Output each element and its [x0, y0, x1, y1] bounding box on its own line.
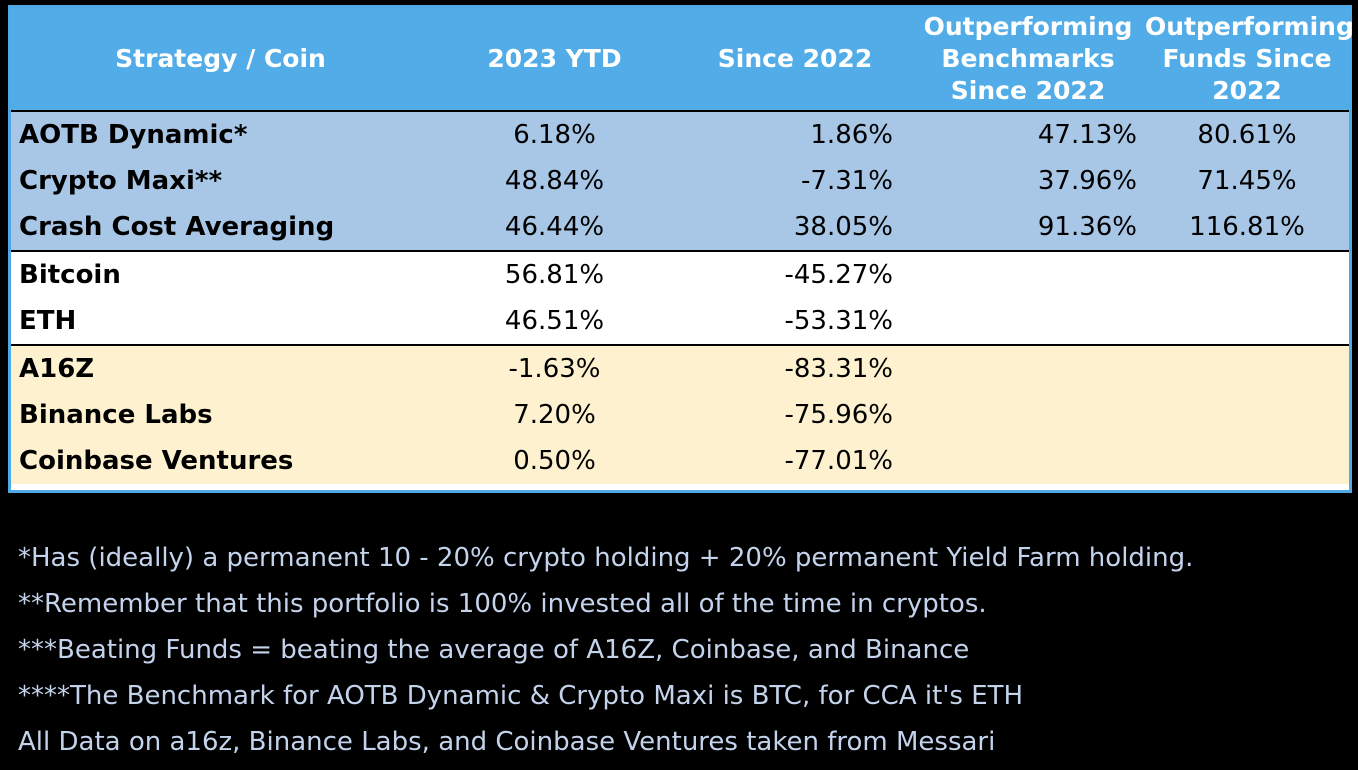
cell-empty	[911, 345, 1145, 392]
header-funds-line: 2022	[1212, 76, 1282, 105]
footnote: ****The Benchmark for AOTB Dynamic & Cry…	[18, 681, 1024, 711]
header-since-2022: Since 2022	[679, 8, 911, 112]
row-name: ETH	[11, 298, 430, 346]
table-row-eth: ETH 46.51% -53.31%	[11, 298, 1349, 346]
cell-ytd: 46.51%	[430, 298, 679, 346]
cell-empty	[1145, 438, 1349, 484]
header-bench-line: Benchmarks	[941, 44, 1115, 73]
cell-ytd: 48.84%	[430, 158, 679, 204]
table-row-bitcoin: Bitcoin 56.81% -45.27%	[11, 251, 1349, 298]
table-row-crypto-maxi: Crypto Maxi** 48.84% -7.31% 37.96% 71.45…	[11, 158, 1349, 204]
cell-ytd: -1.63%	[430, 345, 679, 392]
row-name: Crypto Maxi**	[11, 158, 430, 204]
cell-outperforming-benchmarks: 47.13%	[911, 111, 1145, 158]
cell-since-2022: -7.31%	[679, 158, 911, 204]
header-ytd: 2023 YTD	[430, 8, 679, 112]
cell-empty	[911, 392, 1145, 438]
cell-outperforming-benchmarks: 91.36%	[911, 204, 1145, 252]
header-outperforming-funds: Outperforming Funds Since 2022	[1145, 8, 1354, 112]
cell-outperforming-funds: 80.61%	[1145, 111, 1349, 158]
cell-outperforming-benchmarks: 37.96%	[911, 158, 1145, 204]
table-header-row: Strategy / Coin 2023 YTD Since 2022 Outp…	[11, 8, 1354, 112]
cell-outperforming-funds: 71.45%	[1145, 158, 1349, 204]
performance-table-container: Strategy / Coin 2023 YTD Since 2022 Outp…	[8, 5, 1354, 493]
cell-empty	[1145, 392, 1349, 438]
footnotes: *Has (ideally) a permanent 10 - 20% cryp…	[18, 535, 1193, 765]
cell-since-2022: -83.31%	[679, 345, 911, 392]
cell-ytd: 7.20%	[430, 392, 679, 438]
row-name: Crash Cost Averaging	[11, 204, 430, 252]
table-row-binance-labs: Binance Labs 7.20% -75.96%	[11, 392, 1349, 438]
cell-outperforming-funds: 116.81%	[1145, 204, 1349, 252]
table-row-a16z: A16Z -1.63% -83.31%	[11, 345, 1349, 392]
cell-since-2022: -53.31%	[679, 298, 911, 346]
row-name: A16Z	[11, 345, 430, 392]
cell-empty	[911, 251, 1145, 298]
header-bench-line: Outperforming	[923, 12, 1133, 41]
cell-since-2022: -75.96%	[679, 392, 911, 438]
cell-ytd: 6.18%	[430, 111, 679, 158]
cell-since-2022: 1.86%	[679, 111, 911, 158]
cell-since-2022: -77.01%	[679, 438, 911, 484]
cell-ytd: 46.44%	[430, 204, 679, 252]
footnote: **Remember that this portfolio is 100% i…	[18, 589, 987, 619]
header-strategy: Strategy / Coin	[11, 8, 430, 112]
cell-empty	[911, 438, 1145, 484]
cell-empty	[1145, 345, 1349, 392]
footnote: *Has (ideally) a permanent 10 - 20% cryp…	[18, 543, 1194, 573]
cell-empty	[1145, 251, 1349, 298]
row-name: AOTB Dynamic*	[11, 111, 430, 158]
cell-since-2022: 38.05%	[679, 204, 911, 252]
table-row-coinbase-ventures: Coinbase Ventures 0.50% -77.01%	[11, 438, 1349, 484]
cell-since-2022: -45.27%	[679, 251, 911, 298]
cell-empty	[1145, 298, 1349, 346]
performance-table: Strategy / Coin 2023 YTD Since 2022 Outp…	[11, 8, 1354, 484]
row-name: Coinbase Ventures	[11, 438, 430, 484]
header-funds-line: Outperforming	[1145, 12, 1354, 41]
row-name: Binance Labs	[11, 392, 430, 438]
footnote: All Data on a16z, Binance Labs, and Coin…	[18, 727, 996, 757]
table-row-crash-cost-averaging: Crash Cost Averaging 46.44% 38.05% 91.36…	[11, 204, 1349, 252]
cell-ytd: 0.50%	[430, 438, 679, 484]
row-name: Bitcoin	[11, 251, 430, 298]
table-row-aotb-dynamic: AOTB Dynamic* 6.18% 1.86% 47.13% 80.61%	[11, 111, 1349, 158]
cell-empty	[911, 298, 1145, 346]
header-bench-line: Since 2022	[950, 76, 1106, 105]
footnote: ***Beating Funds = beating the average o…	[18, 635, 970, 665]
header-outperforming-benchmarks: Outperforming Benchmarks Since 2022	[911, 8, 1145, 112]
header-funds-line: Funds Since	[1162, 44, 1332, 73]
cell-ytd: 56.81%	[430, 251, 679, 298]
